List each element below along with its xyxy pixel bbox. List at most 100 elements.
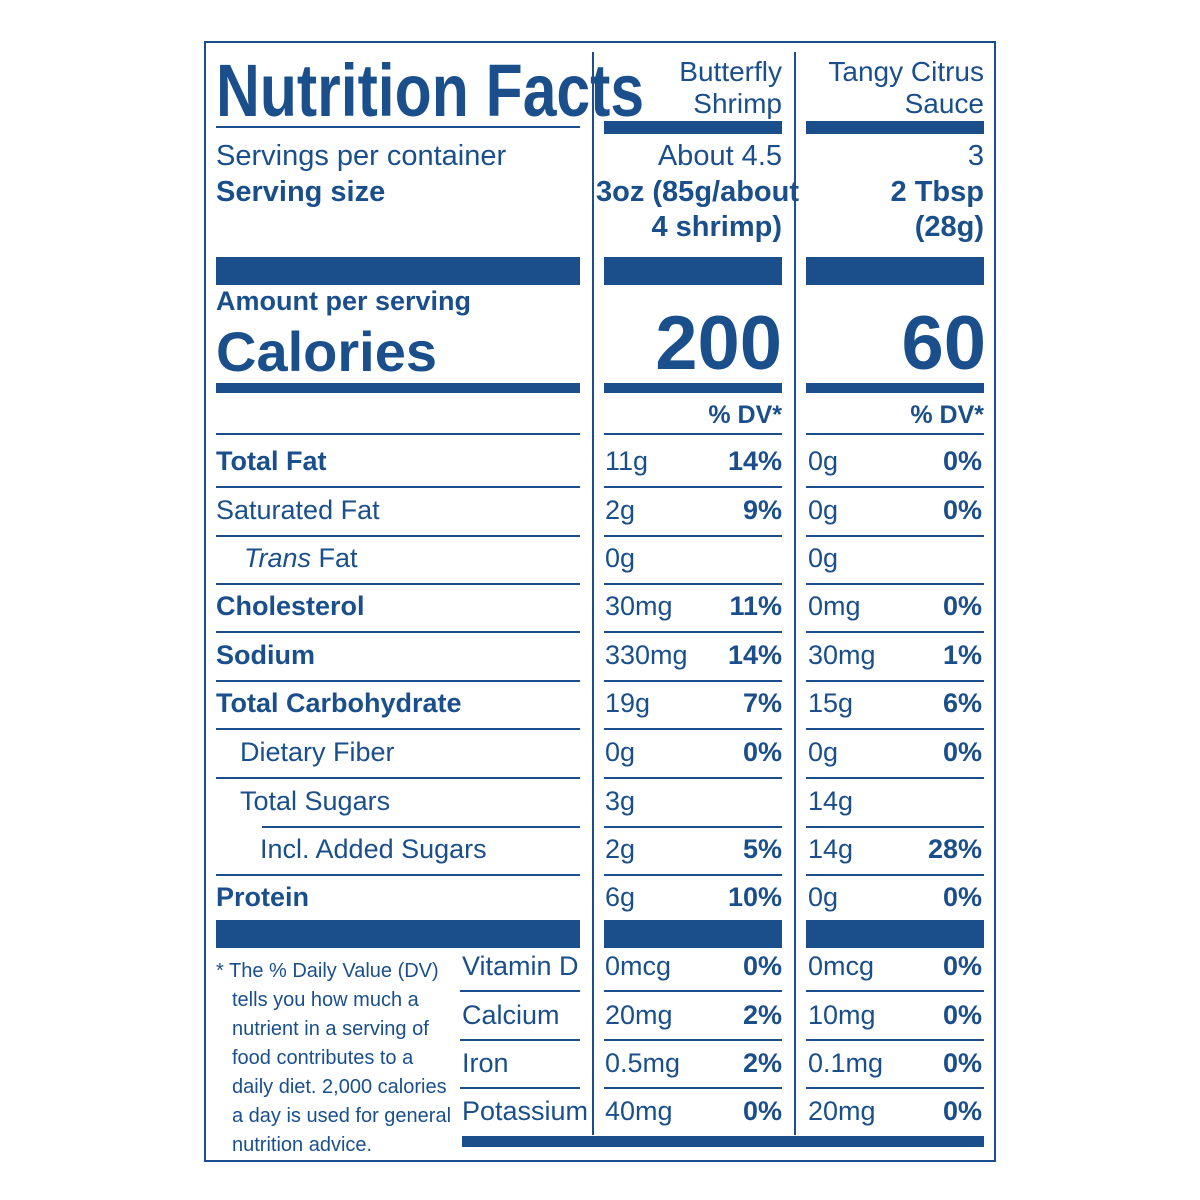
- vitamin-separator: [604, 1087, 782, 1089]
- sauce-amount: 0mg: [808, 591, 861, 621]
- nutrient-label: Sodium: [216, 640, 315, 670]
- vitamin-separator: [806, 1039, 984, 1041]
- shrimp-vitamin-amount: 40mg: [605, 1096, 673, 1126]
- sauce-vitamin-dv: 0%: [942, 1048, 982, 1078]
- title-rule: [216, 126, 580, 128]
- vitamin-separator: [806, 1087, 984, 1089]
- row-separator: [604, 535, 782, 537]
- nutrition-label-panel: [204, 41, 996, 1162]
- serving-bar-left: [216, 257, 580, 285]
- vitamin-separator: [604, 1039, 782, 1041]
- shrimp-amount: 2g: [605, 834, 636, 864]
- shrimp-dv: 10%: [727, 882, 782, 912]
- sauce-amount: 14g: [808, 786, 854, 816]
- shrimp-vitamin-dv: 2%: [742, 1048, 782, 1078]
- row-separator: [806, 826, 984, 828]
- shrimp-amount: 11g: [605, 446, 649, 476]
- shrimp-dv: 11%: [729, 591, 782, 621]
- sauce-dv: 0%: [942, 591, 982, 621]
- row-separator: [216, 631, 580, 633]
- vitamin-label: Vitamin D: [462, 951, 579, 981]
- vitamin-separator: [604, 990, 782, 992]
- shrimp-amount: 330mg: [605, 640, 688, 670]
- vitamin-separator: [460, 990, 580, 992]
- sauce-dv: 6%: [942, 688, 982, 718]
- shrimp-dv-header: % DV*: [708, 401, 782, 429]
- shrimp-amount: 6g: [605, 882, 636, 912]
- sauce-amount: 0g: [808, 882, 839, 912]
- column-divider-1: [592, 52, 594, 1135]
- row-separator: [806, 433, 984, 435]
- vitamin-separator: [806, 990, 984, 992]
- sauce-amount: 0g: [808, 446, 839, 476]
- shrimp-vitamin-amount: 0.5mg: [605, 1048, 681, 1078]
- row-separator: [216, 680, 580, 682]
- sauce-servings: 3: [967, 140, 984, 172]
- row-separator: [216, 535, 580, 537]
- row-separator: [216, 433, 580, 435]
- row-separator: [604, 680, 782, 682]
- row-separator: [262, 826, 580, 828]
- shrimp-amount: 30mg: [605, 591, 673, 621]
- sauce-dv: 0%: [942, 495, 982, 525]
- vitamin-separator: [460, 1039, 580, 1041]
- nutrient-label: Saturated Fat: [216, 495, 380, 525]
- sauce-dv: 0%: [942, 737, 982, 767]
- sauce-dv: 1%: [942, 640, 982, 670]
- vitamin-bar-sauce: [806, 920, 984, 948]
- vitamin-label: Iron: [462, 1048, 509, 1078]
- row-separator: [216, 728, 580, 730]
- shrimp-dv: 7%: [742, 688, 782, 718]
- row-separator: [806, 631, 984, 633]
- sauce-vitamin-amount: 20mg: [808, 1096, 876, 1126]
- shrimp-servings: About 4.5: [657, 140, 782, 172]
- row-separator: [604, 631, 782, 633]
- shrimp-heading: Butterfly Shrimp: [679, 56, 782, 119]
- row-separator: [806, 535, 984, 537]
- shrimp-amount: 3g: [605, 786, 636, 816]
- serving-bar-sauce: [806, 257, 984, 285]
- row-separator: [604, 777, 782, 779]
- nutrition-facts-title: Nutrition Facts: [216, 49, 645, 132]
- calories-label: Calories: [216, 320, 437, 383]
- row-separator: [604, 433, 782, 435]
- row-separator: [806, 777, 984, 779]
- calories-bar-left: [216, 383, 580, 393]
- amount-per-serving-label: Amount per serving: [216, 286, 472, 316]
- sauce-amount: 0g: [808, 543, 839, 573]
- calories-bar-shrimp: [604, 383, 782, 393]
- shrimp-amount: 19g: [605, 688, 651, 718]
- row-separator: [806, 486, 984, 488]
- shrimp-dv: 14%: [727, 640, 782, 670]
- shrimp-vitamin-amount: 20mg: [605, 1000, 673, 1030]
- nutrient-label-italic: Trans: [244, 543, 312, 573]
- shrimp-dv: 9%: [742, 495, 782, 525]
- shrimp-vitamin-amount: 0mcg: [605, 951, 672, 981]
- row-separator: [604, 583, 782, 585]
- shrimp-serving-size: 3oz (85g/about 4 shrimp): [596, 176, 800, 243]
- sauce-amount: 30mg: [808, 640, 876, 670]
- row-separator: [604, 728, 782, 730]
- row-separator: [216, 486, 580, 488]
- vitamin-bar-left: [216, 920, 580, 948]
- nutrient-label: Total Fat: [216, 446, 327, 476]
- nutrient-label: Cholesterol: [216, 591, 365, 621]
- sauce-vitamin-amount: 0mcg: [808, 951, 875, 981]
- sauce-heading: Tangy Citrus Sauce: [828, 56, 984, 119]
- sauce-dv-header: % DV*: [910, 401, 984, 429]
- nutrient-label-rest: Fat: [311, 543, 358, 573]
- sauce-amount: 0g: [808, 737, 839, 767]
- vitamin-separator: [460, 1087, 580, 1089]
- vitamin-label: Potassium: [462, 1096, 589, 1126]
- shrimp-dv: 14%: [727, 446, 782, 476]
- heading-bar-shrimp: [604, 121, 782, 134]
- row-separator: [806, 728, 984, 730]
- sauce-vitamin-amount: 0.1mg: [808, 1048, 884, 1078]
- shrimp-calories: 200: [655, 301, 782, 386]
- serving-bar-shrimp: [604, 257, 782, 285]
- bottom-bar: [462, 1136, 984, 1147]
- heading-bar-sauce: [806, 121, 984, 134]
- shrimp-vitamin-dv: 0%: [742, 1096, 782, 1126]
- row-separator: [806, 874, 984, 876]
- nutrient-label: Dietary Fiber: [240, 737, 395, 767]
